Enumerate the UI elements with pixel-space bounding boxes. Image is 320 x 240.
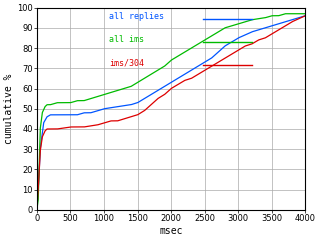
- Text: all replies: all replies: [109, 12, 164, 21]
- Text: all ims: all ims: [109, 35, 144, 44]
- X-axis label: msec: msec: [159, 226, 183, 236]
- Y-axis label: cumulative %: cumulative %: [4, 73, 14, 144]
- Text: ims/304: ims/304: [109, 58, 144, 67]
